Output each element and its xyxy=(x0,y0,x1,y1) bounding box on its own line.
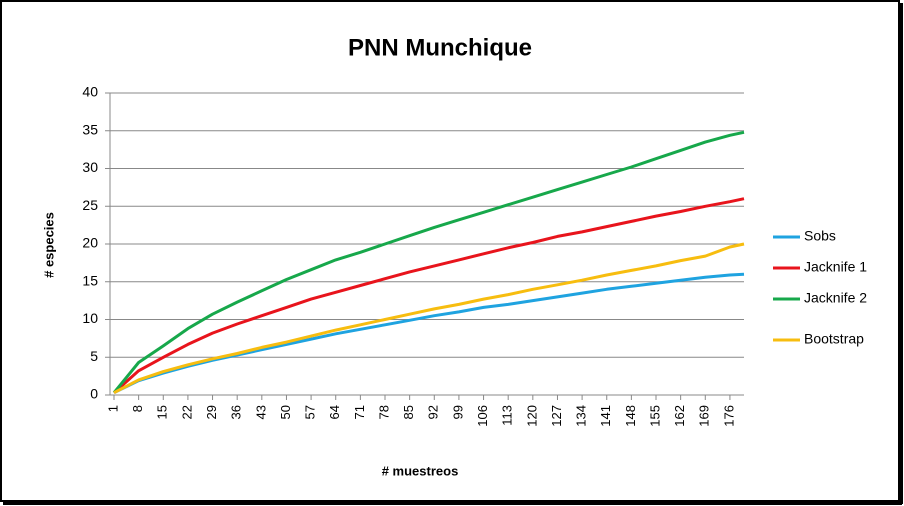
chart-title: PNN Munchique xyxy=(348,34,532,61)
series-line xyxy=(112,130,745,394)
y-tick-label: 0 xyxy=(90,386,98,402)
x-tick-label: 120 xyxy=(524,405,539,427)
x-tick-label: 134 xyxy=(574,405,589,427)
x-tick-label: 176 xyxy=(721,405,736,427)
x-tick-label: 29 xyxy=(204,405,219,419)
x-tick-label: 127 xyxy=(549,405,564,427)
legend-label: Jacknife 1 xyxy=(804,259,867,275)
y-tick-label: 20 xyxy=(82,235,98,251)
y-tick-label: 15 xyxy=(82,272,98,288)
y-tick-label: 30 xyxy=(82,159,98,175)
series-line xyxy=(113,197,745,394)
x-tick-label: 113 xyxy=(500,405,515,426)
x-tick-label: 43 xyxy=(253,405,268,419)
y-tick-label: 35 xyxy=(82,121,98,137)
x-tick-label: 99 xyxy=(450,405,465,419)
x-tick-label: 15 xyxy=(155,405,170,419)
x-tick-label: 57 xyxy=(303,405,318,419)
x-tick-label: 71 xyxy=(352,405,367,419)
x-tick-label: 85 xyxy=(401,405,416,419)
x-tick-label: 8 xyxy=(130,405,145,412)
x-tick-label: 92 xyxy=(426,405,441,419)
x-tick-label: 78 xyxy=(376,405,391,419)
x-tick-label: 50 xyxy=(278,405,293,419)
x-tick-label: 155 xyxy=(647,405,662,427)
y-tick-label: 10 xyxy=(82,310,98,326)
series-line xyxy=(113,242,745,395)
legend-label: Sobs xyxy=(804,228,836,244)
x-tick-label: 22 xyxy=(179,405,194,419)
x-tick-label: 36 xyxy=(229,405,244,419)
x-tick-label: 106 xyxy=(475,405,490,427)
x-tick-label: 141 xyxy=(598,405,613,427)
x-tick-label: 162 xyxy=(672,405,687,427)
x-axis-label: # muestreos xyxy=(382,463,459,478)
x-tick-label: 169 xyxy=(697,405,712,427)
x-tick-label: 1 xyxy=(105,405,120,412)
x-tick-label: 148 xyxy=(623,405,638,427)
y-tick-label: 25 xyxy=(82,197,98,213)
legend-label: Jacknife 2 xyxy=(804,290,867,306)
y-tick-label: 40 xyxy=(82,84,98,100)
x-tick-label: 64 xyxy=(327,405,342,419)
legend-label: Bootstrap xyxy=(804,331,864,347)
y-axis-label: # especies xyxy=(41,212,56,278)
y-tick-label: 5 xyxy=(90,348,98,364)
